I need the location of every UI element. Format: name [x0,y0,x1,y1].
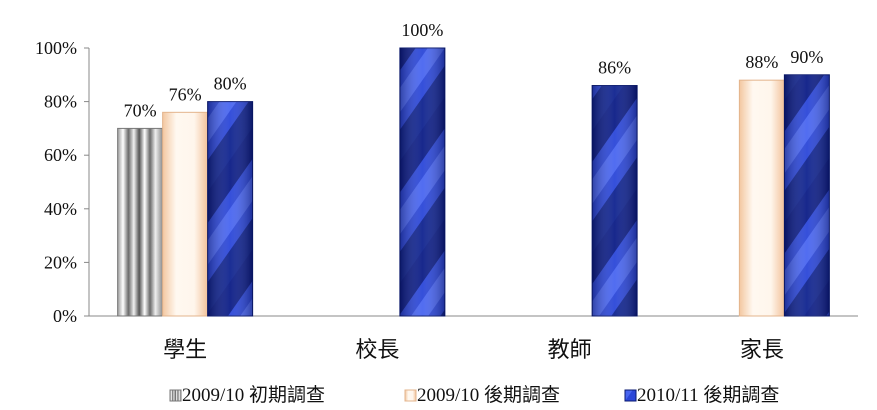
category-label: 教師 [548,337,592,362]
legend-swatch [169,389,182,402]
bars [117,47,830,317]
legend-label: 2009/10 初期調查 [182,384,325,406]
y-tick-label: 80% [44,92,77,112]
data-labels: 70% 76% 80% 100% 86% 88% 90% [124,20,824,120]
bar-shade [592,85,638,317]
legend-swatch [404,389,417,402]
legend-item-1: 2009/10 初期調查 [169,384,325,406]
legend-swatch [624,389,637,402]
y-tick-label: 0% [53,306,77,326]
data-label: 90% [790,47,823,67]
y-tick-label: 100% [35,38,77,58]
bar-series-1-0 [117,127,164,317]
legend: 2009/10 初期調查 2009/10 後期調查 2010/11 後期調查 [169,384,779,406]
data-label: 86% [598,58,631,78]
bar-shade [207,101,253,316]
y-ticks: 0% 20% 40% 60% 80% 100% [35,38,89,326]
legend-label: 2010/11 後期調查 [637,384,779,406]
category-label: 校長 [355,337,399,362]
category-label: 家長 [740,337,784,362]
data-label: 88% [745,52,778,72]
data-label: 70% [124,100,157,120]
legend-label: 2009/10 後期調查 [417,384,560,406]
y-tick-label: 20% [44,252,77,272]
legend-item-2: 2009/10 後期調查 [404,384,560,406]
y-tick-label: 40% [44,199,77,219]
category-label: 學生 [163,337,207,362]
data-label: 100% [401,20,443,40]
data-label: 80% [214,74,247,94]
bar-series-2-3 [738,79,785,317]
bar-shade [399,48,445,316]
data-label: 76% [169,84,202,104]
bar-series-2-0 [162,111,209,317]
category-labels: 學生 校長 教師 家長 [163,337,784,362]
bar-shade [784,74,830,316]
y-tick-label: 60% [44,145,77,165]
legend-item-3: 2010/11 後期調查 [624,384,779,406]
